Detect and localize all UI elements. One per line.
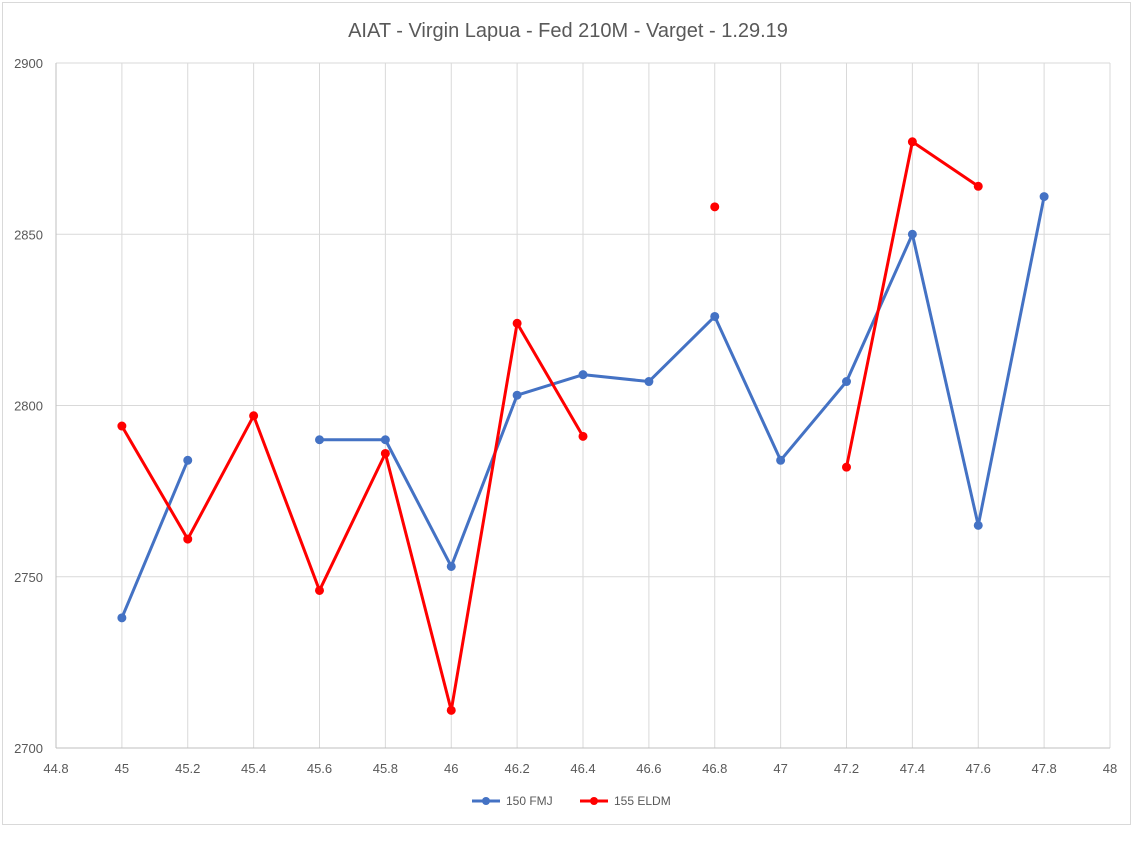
chart-frame [2,2,1131,825]
x-tick-label: 46.6 [636,761,661,776]
y-tick-label: 2800 [14,399,43,414]
series-layer [117,137,1049,715]
x-tick-label: 47 [773,761,787,776]
x-tick-label: 46.4 [570,761,595,776]
data-point [578,431,588,441]
data-point [315,435,324,445]
data-point [907,137,917,147]
data-point [512,318,522,328]
data-point [776,455,786,465]
series-1 [117,192,1049,623]
legend-label: 155 ELDM [614,794,671,808]
data-point [578,370,588,380]
x-tick-label: 45.8 [373,761,398,776]
data-point [315,585,324,595]
series-line [120,458,190,620]
x-tick-label: 45 [115,761,129,776]
data-point [117,613,127,623]
series-line [318,195,1046,568]
x-tick-label: 45.6 [307,761,332,776]
y-tick-label: 2700 [14,741,43,756]
data-point [446,561,456,571]
x-tick-label: 47.8 [1031,761,1056,776]
x-tick-label: 45.4 [241,761,266,776]
data-point [512,390,522,400]
data-point [117,421,127,431]
data-point [644,377,654,387]
y-tick-label: 2750 [14,570,43,585]
chart-title: AIAT - Virgin Lapua - Fed 210M - Varget … [348,20,788,42]
data-point [842,462,851,472]
data-point [380,448,390,458]
data-point [973,181,983,191]
y-tick-label: 2850 [14,227,43,242]
data-point [1039,192,1049,202]
legend-item-2: 155 ELDM [580,794,671,808]
axes [55,63,1110,749]
y-tick-label: 2900 [14,56,43,71]
data-point [973,520,983,530]
legend-marker [590,797,598,805]
x-tick-label: 47.4 [900,761,925,776]
x-tick-label: 46.8 [702,761,727,776]
x-tick-label: 47.6 [966,761,991,776]
x-tick-label: 44.8 [43,761,68,776]
series-2 [117,137,983,715]
data-point [446,705,456,715]
x-tick-label: 48 [1103,761,1117,776]
tick-labels: 44.8 45 45.2 45.4 45.6 45.8 46 46.2 46.4 46.6 46.8… [14,56,1117,776]
data-point [183,534,193,544]
data-point [380,435,390,445]
data-point [183,455,193,465]
x-tick-label: 45.2 [175,761,200,776]
legend-label: 150 FMJ [506,794,553,808]
legend: 150 FMJ 155 ELDM [472,794,671,808]
series-line [120,321,585,712]
legend-marker [482,797,490,805]
data-point [907,229,917,239]
x-tick-label: 47.2 [834,761,859,776]
data-point [249,411,259,421]
data-point [710,202,720,212]
x-tick-label: 46 [444,761,458,776]
data-point [710,311,720,321]
x-tick-label: 46.2 [504,761,529,776]
legend-item-1: 150 FMJ [472,794,553,808]
data-point [842,377,851,387]
